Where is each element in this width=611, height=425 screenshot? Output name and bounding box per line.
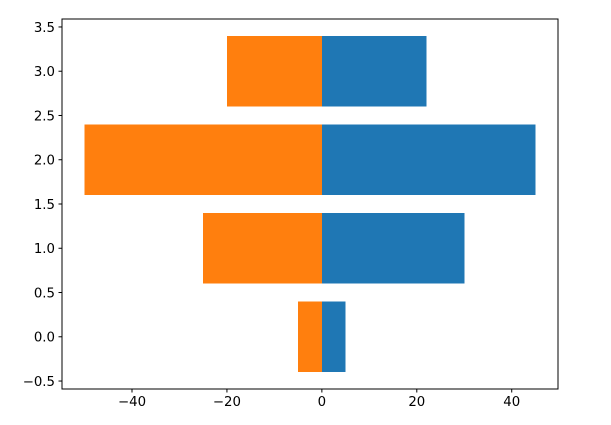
y-tick-label: −0.5 bbox=[23, 375, 55, 390]
x-tick-label: 0 bbox=[318, 395, 326, 410]
y-tick-label: 3.5 bbox=[34, 21, 55, 36]
bar-positive-blue-y0 bbox=[321, 301, 346, 373]
x-tick-label: −20 bbox=[213, 395, 241, 410]
bar-negative-orange-y3 bbox=[226, 35, 322, 107]
bar-negative-orange-y2 bbox=[84, 124, 322, 196]
bar-positive-blue-y1 bbox=[321, 212, 465, 284]
x-tick-label: −40 bbox=[118, 395, 146, 410]
y-tick-label: 1.0 bbox=[34, 242, 55, 257]
y-tick-label: 0.0 bbox=[34, 331, 55, 346]
bar-positive-blue-y2 bbox=[321, 124, 536, 196]
x-tick-label: 40 bbox=[503, 395, 520, 410]
y-tick-label: 1.5 bbox=[34, 198, 55, 213]
x-tick-label: 20 bbox=[408, 395, 425, 410]
bar-negative-orange-y1 bbox=[203, 212, 322, 284]
y-tick-label: 2.0 bbox=[34, 154, 55, 169]
bar-positive-blue-y3 bbox=[321, 35, 427, 107]
y-tick-label: 0.5 bbox=[34, 286, 55, 301]
y-tick-label: 2.5 bbox=[34, 109, 55, 124]
bar-negative-orange-y0 bbox=[298, 301, 322, 373]
y-tick-label: 3.0 bbox=[34, 65, 55, 80]
